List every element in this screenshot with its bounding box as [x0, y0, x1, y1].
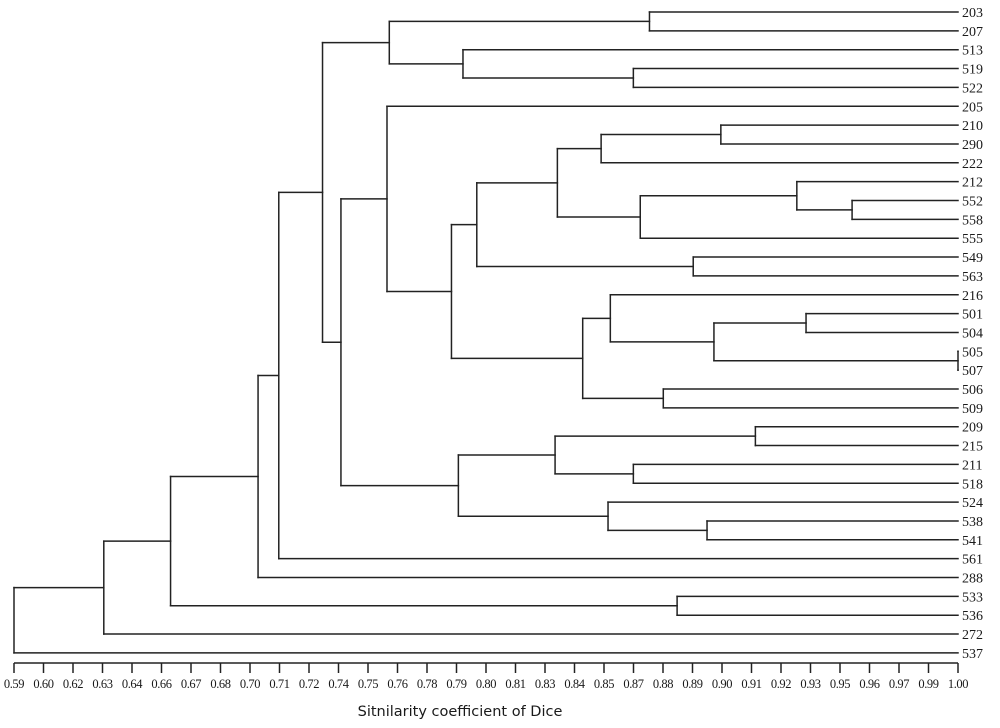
- leaf-label: 211: [962, 458, 982, 473]
- leaf-label: 552: [962, 195, 983, 210]
- leaf-label: 563: [962, 270, 983, 285]
- x-axis-tick-label: 0.70: [240, 677, 260, 691]
- x-axis-tick-label: 0.72: [299, 677, 319, 691]
- leaf-label: 522: [962, 81, 983, 96]
- leaf-label: 561: [962, 553, 983, 568]
- x-axis-tick-label: 0.76: [387, 677, 407, 691]
- dendrogram-branches: [13, 11, 959, 654]
- leaf-label: 558: [962, 213, 983, 228]
- leaf-label: 215: [962, 440, 983, 455]
- leaf-label: 290: [962, 138, 983, 153]
- x-axis-ticks: 0.59 0.60 0.62 0.63 0.64 0.66 0.67 0.68 0.70 0.71…: [4, 663, 969, 691]
- leaf-label: 519: [962, 63, 983, 78]
- leaf-label: 505: [962, 345, 983, 360]
- leaf-label: 506: [962, 383, 983, 398]
- x-axis-tick-label: 0.85: [594, 677, 614, 691]
- leaf-label: 549: [962, 251, 983, 266]
- x-axis-tick-label: 0.60: [33, 677, 53, 691]
- x-axis-tick-label: 0.62: [63, 677, 83, 691]
- leaf-label: 509: [962, 402, 983, 417]
- x-axis-tick-label: 0.75: [358, 677, 378, 691]
- x-axis-tick-label: 0.95: [830, 677, 850, 691]
- x-axis-tick-label: 0.63: [92, 677, 112, 691]
- leaf-label: 212: [962, 176, 983, 191]
- leaf-label: 513: [962, 44, 983, 59]
- leaf-label: 518: [962, 477, 983, 492]
- x-axis-tick-label: 0.71: [269, 677, 289, 691]
- x-axis-tick-label: 0.59: [4, 677, 24, 691]
- leaf-label: 537: [962, 647, 983, 662]
- x-axis-tick-label: 0.99: [918, 677, 938, 691]
- leaf-labels: 203 207 513 519 522 205 210 290 222 212 552 558 555 5…: [962, 6, 983, 662]
- leaf-label: 536: [962, 609, 983, 624]
- x-axis-tick-label: 0.79: [446, 677, 466, 691]
- leaf-label: 207: [962, 25, 983, 40]
- leaf-label: 288: [962, 572, 983, 587]
- x-axis-tick-label: 0.88: [653, 677, 673, 691]
- x-axis-tick-label: 0.68: [210, 677, 230, 691]
- x-axis-tick-label: 0.87: [623, 677, 643, 691]
- leaf-label: 533: [962, 590, 983, 605]
- x-axis-tick-label: 0.66: [151, 677, 171, 691]
- leaf-label: 501: [962, 308, 983, 323]
- x-axis-tick-label: 0.78: [417, 677, 437, 691]
- x-axis-tick-label: 0.74: [328, 677, 349, 691]
- leaf-label: 209: [962, 421, 983, 436]
- leaf-label: 507: [962, 364, 983, 379]
- x-axis-tick-label: 0.93: [800, 677, 820, 691]
- x-axis-tick-label: 0.91: [741, 677, 761, 691]
- leaf-label: 216: [962, 289, 983, 304]
- x-axis-tick-label: 0.83: [535, 677, 555, 691]
- x-axis-tick-label: 0.96: [859, 677, 879, 691]
- x-axis-title: Sitnilarity coefficient of Dice: [358, 704, 563, 720]
- leaf-label: 541: [962, 534, 983, 549]
- x-axis-tick-label: 0.81: [505, 677, 525, 691]
- x-axis-tick-label: 0.80: [476, 677, 496, 691]
- x-axis: 0.59 0.60 0.62 0.63 0.64 0.66 0.67 0.68 0.70 0.71…: [4, 662, 969, 691]
- x-axis-tick-label: 0.92: [771, 677, 791, 691]
- leaf-label: 210: [962, 119, 983, 134]
- x-axis-tick-label: 1.00: [948, 677, 968, 691]
- x-axis-tick-label: 0.97: [889, 677, 909, 691]
- leaf-label: 203: [962, 6, 983, 21]
- leaf-label: 222: [962, 157, 983, 172]
- x-axis-tick-label: 0.89: [682, 677, 702, 691]
- x-axis-tick-label: 0.64: [122, 677, 143, 691]
- leaf-label: 524: [962, 496, 983, 511]
- leaf-label: 504: [962, 326, 983, 341]
- leaf-label: 205: [962, 100, 983, 115]
- leaf-label: 538: [962, 515, 983, 530]
- leaf-label: 272: [962, 628, 983, 643]
- x-axis-tick-label: 0.84: [564, 677, 585, 691]
- x-axis-tick-label: 0.90: [712, 677, 732, 691]
- x-axis-tick-label: 0.67: [181, 677, 201, 691]
- leaf-label: 555: [962, 232, 983, 247]
